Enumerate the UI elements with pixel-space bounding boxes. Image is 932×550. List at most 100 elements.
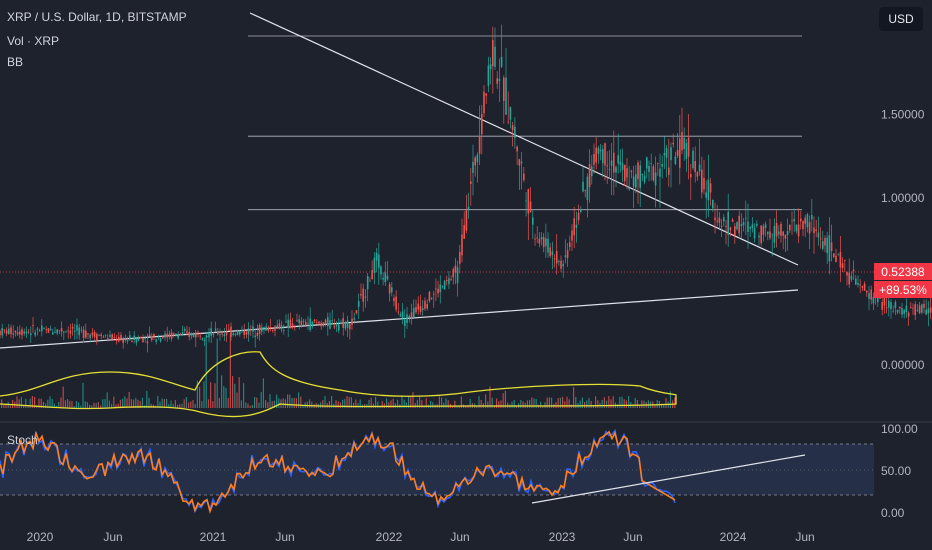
candle-body-162 — [355, 310, 358, 314]
volume-bar-271 — [597, 400, 599, 408]
candle-body-187 — [410, 312, 413, 318]
volume-bar-80 — [177, 404, 179, 408]
candle-body-13 — [27, 331, 30, 333]
candle-body-139 — [305, 322, 307, 326]
volume-bar-176 — [388, 402, 390, 408]
candle-body-334 — [734, 226, 736, 236]
volume-bar-207 — [456, 405, 458, 408]
candle-body-354 — [778, 231, 780, 235]
volume-bar-292 — [643, 400, 645, 408]
candle-body-415 — [912, 307, 914, 309]
volume-bar-109 — [240, 400, 242, 408]
candle-body-113 — [247, 328, 250, 335]
candle-body-66 — [144, 338, 146, 339]
candle-body-54 — [118, 336, 120, 342]
volume-bar-239 — [526, 400, 528, 408]
candle-body-125 — [274, 326, 276, 331]
candle-body-396 — [870, 289, 872, 300]
candle-body-175 — [384, 272, 387, 283]
candle-body-5 — [10, 327, 12, 334]
candle-body-238 — [523, 173, 525, 181]
candle-body-372 — [817, 232, 820, 238]
candle-body-155 — [340, 322, 342, 324]
volume-bar-72 — [159, 401, 161, 408]
volume-bar-128 — [282, 398, 284, 408]
volume-bar-196 — [432, 402, 434, 408]
volume-bar-147 — [324, 396, 326, 408]
volume-legend[interactable]: Vol · XRP — [7, 34, 60, 48]
candle-body-390 — [857, 282, 859, 285]
bb-legend[interactable]: BB — [7, 55, 24, 69]
stoch-tick-label-0: 100.00 — [881, 422, 918, 436]
candle-body-220 — [483, 91, 485, 114]
volume-bar-116 — [256, 397, 258, 408]
candle-body-160 — [351, 318, 353, 325]
candle-body-267 — [586, 176, 589, 200]
price-candles — [0, 24, 932, 353]
volume-bar-68 — [150, 403, 152, 408]
ascending-trendline — [0, 289, 799, 349]
candle-body-33 — [71, 326, 74, 329]
volume-bar-99 — [218, 397, 220, 408]
candle-body-40 — [87, 333, 89, 335]
candle-body-361 — [793, 219, 795, 222]
candle-body-377 — [828, 235, 831, 262]
candle-body-413 — [907, 312, 910, 317]
candle-body-395 — [868, 293, 870, 299]
candle-body-307 — [674, 156, 677, 164]
candle-body-71 — [155, 339, 157, 342]
candle-body-96 — [210, 328, 212, 336]
volume-bar-46 — [102, 399, 104, 408]
candle-body-131 — [287, 319, 289, 328]
candle-body-27 — [58, 330, 61, 332]
candle-body-325 — [714, 217, 716, 221]
volume-bar-278 — [612, 396, 614, 408]
candle-body-2 — [3, 329, 6, 331]
candle-body-140 — [307, 323, 309, 325]
volume-bar-111 — [245, 402, 247, 408]
candle-body-330 — [725, 226, 727, 227]
volume-bar-156 — [344, 399, 346, 408]
candle-body-207 — [454, 265, 457, 273]
candle-body-62 — [135, 339, 138, 343]
volume-bar-121 — [267, 402, 269, 408]
volume-bar-202 — [445, 398, 447, 408]
candle-body-87 — [190, 332, 193, 336]
last-price-badge: 0.52388 — [874, 263, 932, 280]
candle-body-80 — [175, 333, 177, 336]
volume-bar-97 — [214, 383, 216, 408]
candle-body-143 — [313, 319, 316, 322]
volume-bar-258 — [568, 399, 570, 408]
candle-body-303 — [665, 147, 668, 158]
candle-body-29 — [63, 331, 65, 333]
candle-body-291 — [639, 165, 641, 188]
candle-body-129 — [283, 330, 285, 331]
volume-bar-44 — [97, 402, 99, 408]
candle-body-260 — [571, 230, 573, 241]
candle-body-119 — [261, 327, 263, 332]
volume-bar-254 — [559, 397, 561, 408]
volume-bar-154 — [339, 402, 341, 408]
volume-bar-234 — [515, 405, 517, 408]
volume-bar-27 — [60, 397, 62, 408]
candle-body-4 — [8, 328, 10, 335]
volume-bar-273 — [601, 399, 603, 408]
currency-button[interactable]: USD — [879, 7, 923, 31]
candle-body-45 — [98, 335, 100, 337]
volume-bar-182 — [401, 395, 403, 408]
candle-body-385 — [846, 271, 848, 276]
stoch-legend[interactable]: Stoch — [7, 433, 38, 447]
candle-body-130 — [285, 321, 287, 323]
candle-body-371 — [815, 229, 817, 232]
volume-bar-96 — [212, 401, 214, 408]
candle-body-174 — [382, 278, 384, 280]
volume-bar-208 — [458, 405, 460, 408]
candle-body-92 — [201, 338, 204, 340]
candle-body-22 — [47, 328, 50, 333]
candle-body-326 — [716, 220, 718, 222]
candle-body-184 — [404, 320, 406, 326]
candle-body-324 — [712, 199, 714, 209]
candle-body-364 — [800, 218, 802, 222]
candle-body-247 — [542, 237, 545, 248]
